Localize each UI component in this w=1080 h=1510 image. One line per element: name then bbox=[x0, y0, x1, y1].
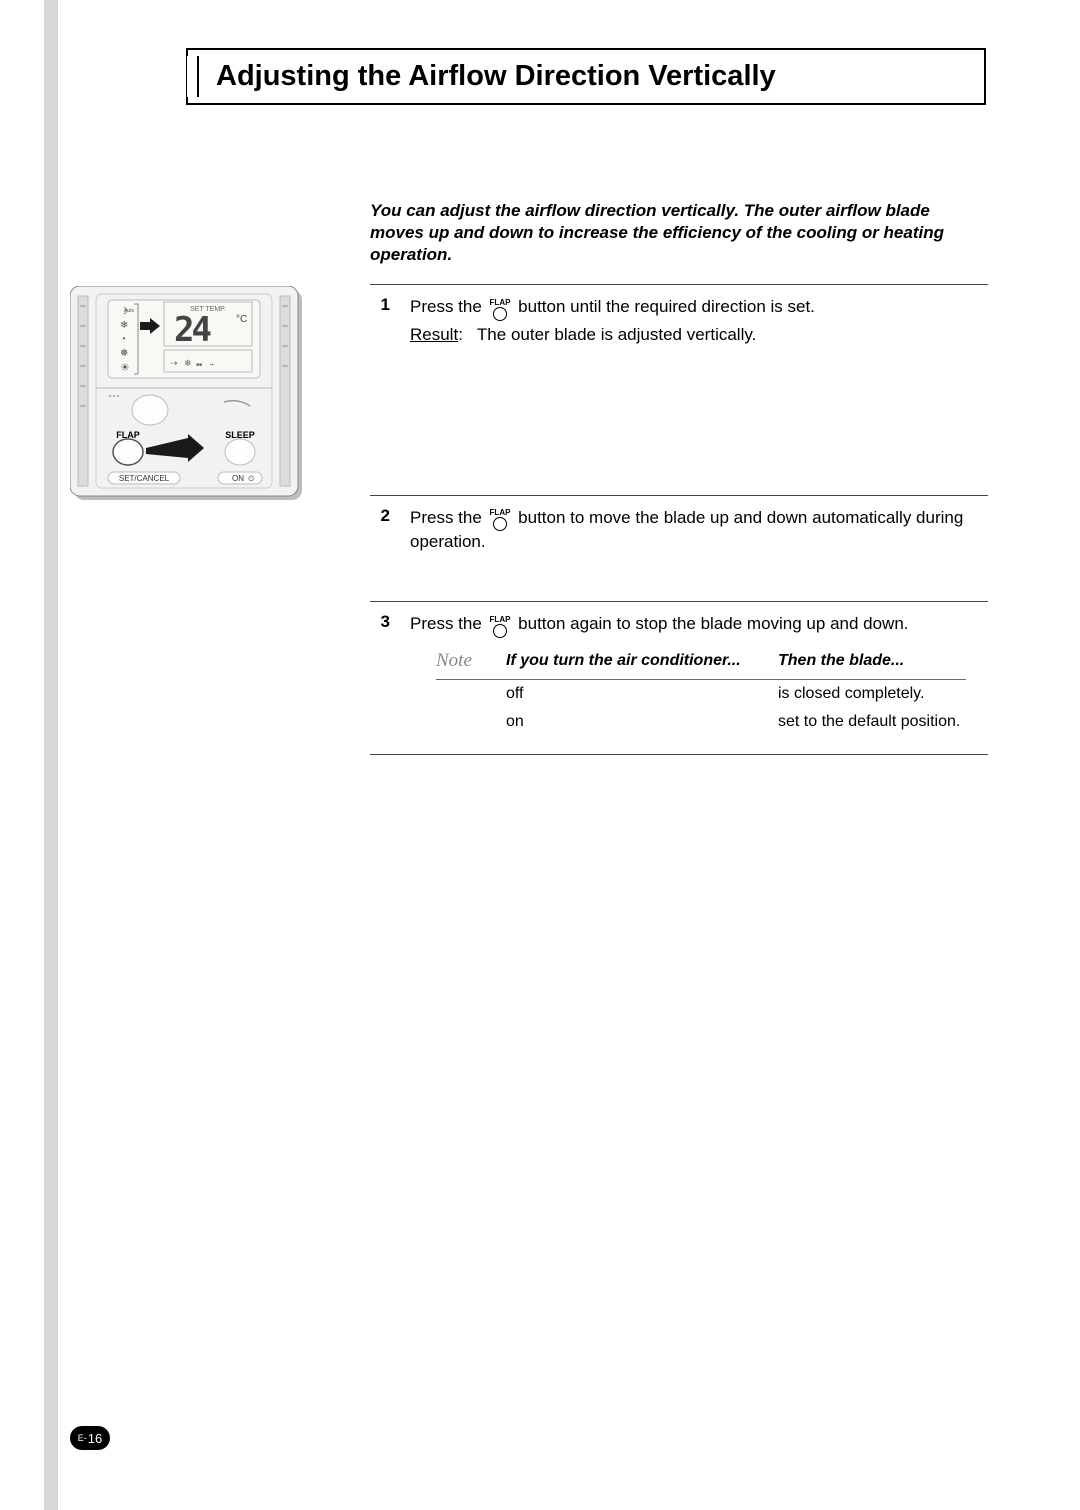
page-number: 16 bbox=[88, 1431, 102, 1446]
step-body: Press the FLAP button again to stop the … bbox=[410, 612, 988, 636]
note-col2-header: Then the blade... bbox=[778, 652, 904, 674]
svg-text:Auto: Auto bbox=[124, 308, 135, 314]
flap-button-icon: FLAP bbox=[490, 509, 511, 531]
page-number-prefix: E- bbox=[78, 1433, 87, 1443]
set-cancel-label: SET/CANCEL bbox=[119, 474, 170, 483]
svg-text:°C: °C bbox=[236, 314, 247, 325]
step-row: 2 Press the FLAP button to move the blad… bbox=[370, 506, 988, 554]
note-table: Note If you turn the air conditioner... … bbox=[436, 652, 966, 736]
step-text-before: Press the bbox=[410, 297, 487, 316]
result-label: Result bbox=[410, 325, 458, 344]
content-area: You can adjust the airflow direction ver… bbox=[370, 200, 988, 755]
note-label: Note bbox=[436, 650, 492, 672]
flap-icon-circle bbox=[493, 624, 507, 638]
result-row: Result: The outer blade is adjusted vert… bbox=[410, 323, 988, 347]
svg-text:☀: ☀ bbox=[120, 362, 130, 374]
step-block: 1 Press the FLAP button until the requir… bbox=[370, 285, 988, 365]
step-body: Press the FLAP button until the required… bbox=[410, 295, 988, 347]
svg-text:❅: ❅ bbox=[120, 348, 128, 359]
divider bbox=[370, 754, 988, 755]
page-title: Adjusting the Airflow Direction Vertical… bbox=[216, 60, 966, 93]
result-text: The outer blade is adjusted vertically. bbox=[477, 323, 756, 347]
flap-button-icon: FLAP bbox=[490, 299, 511, 321]
step-body: Press the FLAP button to move the blade … bbox=[410, 506, 988, 554]
spacer bbox=[370, 571, 988, 601]
flap-icon-label: FLAP bbox=[490, 509, 511, 517]
step-text-before: Press the bbox=[410, 614, 487, 633]
title-bar: Adjusting the Airflow Direction Vertical… bbox=[186, 48, 986, 105]
note-cell: off bbox=[506, 685, 764, 703]
step-number: 3 bbox=[370, 612, 390, 632]
page-number-badge: E-16 bbox=[70, 1426, 110, 1450]
svg-text:❄: ❄ bbox=[120, 320, 128, 331]
flap-icon-circle bbox=[493, 307, 507, 321]
temp-display: 24 bbox=[174, 310, 210, 350]
spacer bbox=[370, 365, 988, 495]
side-tab bbox=[44, 0, 58, 1510]
step-row: 3 Press the FLAP button again to stop th… bbox=[370, 612, 988, 636]
svg-text:◔: ◔ bbox=[120, 334, 126, 345]
step-block: 3 Press the FLAP button again to stop th… bbox=[370, 602, 988, 754]
svg-text:⇢: ⇢ bbox=[170, 358, 178, 368]
step-number: 1 bbox=[370, 295, 390, 315]
svg-text:▪▪: ▪▪ bbox=[210, 362, 214, 368]
note-row: on set to the default position. bbox=[436, 708, 966, 736]
flap-icon-label: FLAP bbox=[490, 616, 511, 624]
note-cell: is closed completely. bbox=[778, 685, 924, 703]
note-spacer bbox=[436, 713, 492, 731]
note-cell: set to the default position. bbox=[778, 713, 960, 731]
step-text-before: Press the bbox=[410, 508, 487, 527]
note-spacer bbox=[436, 685, 492, 703]
note-header-row: Note If you turn the air conditioner... … bbox=[436, 652, 966, 680]
title-bar-container: Adjusting the Airflow Direction Vertical… bbox=[186, 48, 986, 105]
step-row: 1 Press the FLAP button until the requir… bbox=[370, 295, 988, 347]
step-text-after: button until the required direction is s… bbox=[518, 297, 815, 316]
flap-icon-circle bbox=[493, 517, 507, 531]
remote-control-illustration: ☽ Auto ❄ ◔ ❅ ☀ SET TEMP. 24 °C ⇢ ❄ ■■ ▪▪… bbox=[70, 286, 306, 504]
flap-icon-label: FLAP bbox=[490, 299, 511, 307]
flap-button-icon: FLAP bbox=[490, 616, 511, 638]
svg-text:■■: ■■ bbox=[196, 362, 202, 368]
svg-text:❄: ❄ bbox=[184, 358, 192, 368]
note-cell: on bbox=[506, 713, 764, 731]
on-label: ON bbox=[232, 474, 244, 483]
note-col1-header: If you turn the air conditioner... bbox=[506, 652, 764, 674]
intro-text: You can adjust the airflow direction ver… bbox=[370, 200, 988, 266]
step-block: 2 Press the FLAP button to move the blad… bbox=[370, 496, 988, 572]
note-row: off is closed completely. bbox=[436, 680, 966, 708]
step-number: 2 bbox=[370, 506, 390, 526]
step-text-after: button again to stop the blade moving up… bbox=[518, 614, 908, 633]
svg-text:⏲: ⏲ bbox=[248, 474, 254, 483]
